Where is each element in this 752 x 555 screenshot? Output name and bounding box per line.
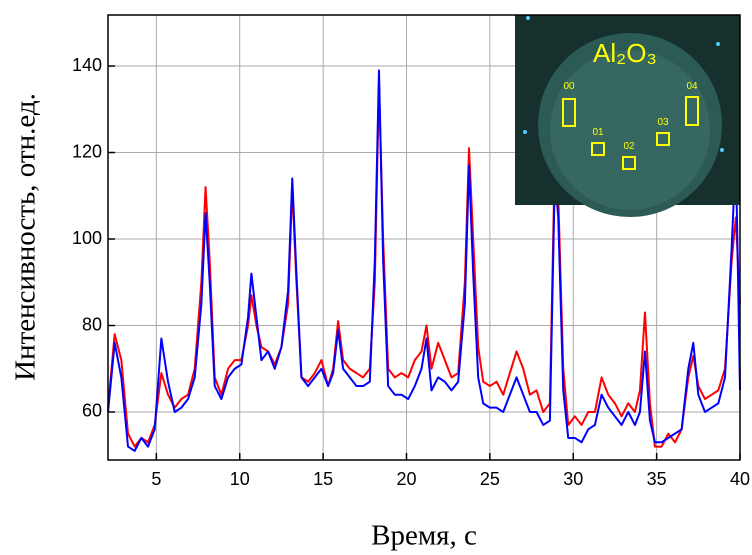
y-tick-label: 120 (72, 141, 102, 161)
x-tick-label: 35 (647, 469, 667, 489)
inset-glow (550, 50, 710, 210)
x-tick-label: 10 (230, 469, 250, 489)
y-tick-label: 140 (72, 55, 102, 75)
inset-box-label: 02 (623, 141, 635, 152)
inset-spot (720, 148, 724, 152)
x-tick-label: 20 (396, 469, 416, 489)
x-axis-label: Время, с (371, 520, 477, 552)
inset-box-label: 04 (686, 81, 698, 92)
y-tick-label: 100 (72, 228, 102, 248)
inset-box-label: 00 (563, 81, 575, 92)
inset-box (656, 132, 670, 146)
inset-box (562, 98, 576, 127)
data-line (107, 82, 741, 448)
x-tick-label: 15 (313, 469, 333, 489)
inset-spot (716, 42, 720, 46)
inset-spot (523, 130, 527, 134)
inset-box (591, 142, 605, 156)
inset-boxes (562, 96, 699, 170)
y-tick-label: 60 (82, 401, 102, 421)
x-tick-label: 40 (730, 469, 750, 489)
inset-spot (526, 16, 530, 20)
y-tick-label: 80 (82, 314, 102, 334)
inset-box-label: 01 (592, 127, 604, 138)
inset-box (685, 96, 699, 126)
plot-frame (107, 14, 741, 461)
x-tick-label: 25 (480, 469, 500, 489)
data-line (107, 69, 741, 452)
x-tick-label: 30 (563, 469, 583, 489)
inset-image: Al₂O₃ 00 01 02 03 04 (515, 15, 740, 217)
inset-box (622, 156, 636, 170)
x-tick-label: 5 (151, 469, 161, 489)
inset-box-label: 03 (657, 117, 669, 128)
inset-title: Al₂O₃ (593, 38, 657, 68)
y-axis-label: Интенсивность, отн.ед. (10, 93, 42, 381)
